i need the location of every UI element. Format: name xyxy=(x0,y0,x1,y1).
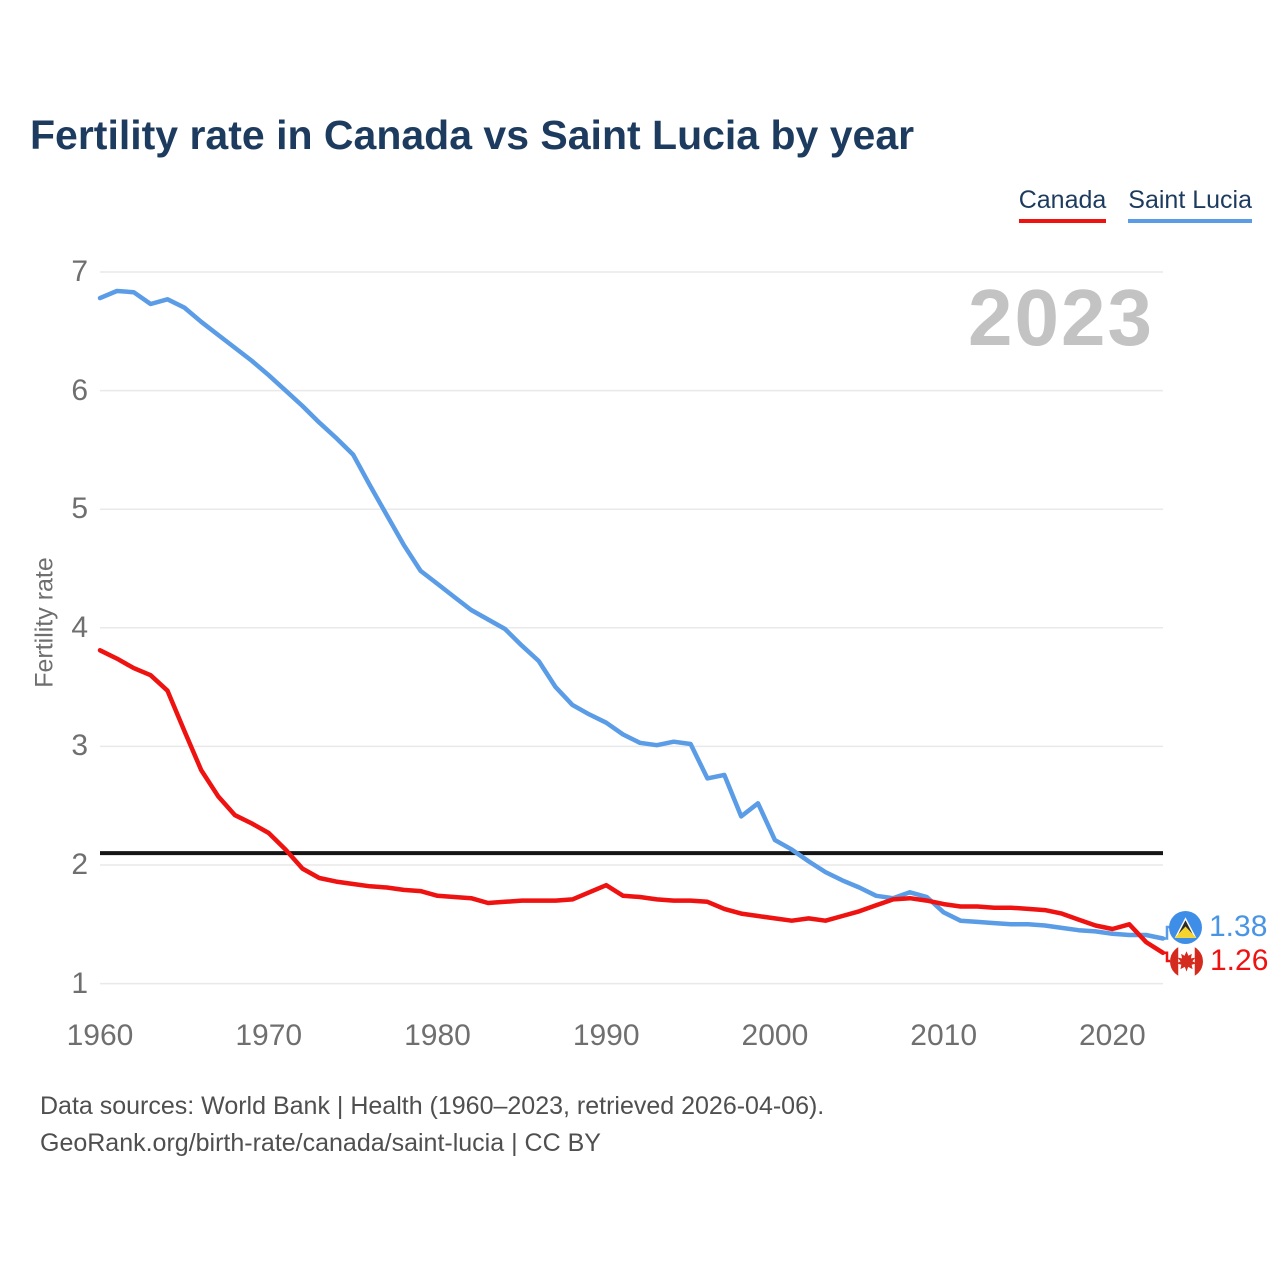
footer-sources-line: Data sources: World Bank | Health (1960–… xyxy=(40,1092,825,1120)
y-tick-label: 5 xyxy=(71,492,88,526)
footer-attribution-line: GeoRank.org/birth-rate/canada/saint-luci… xyxy=(40,1129,601,1157)
y-tick-label: 7 xyxy=(71,255,88,288)
y-tick-label: 1 xyxy=(71,966,88,1000)
footer: Data sources: World Bank | Health (1960–… xyxy=(40,1088,1140,1162)
legend: Canada Saint Lucia xyxy=(1018,186,1252,223)
saint-lucia-flag-icon xyxy=(1169,910,1202,944)
end-label-saint-lucia: 1.38 xyxy=(1169,910,1267,944)
x-tick-label: 1970 xyxy=(235,1019,303,1052)
year-watermark: 2023 xyxy=(968,273,1154,362)
page-title: Fertility rate in Canada vs Saint Lucia … xyxy=(30,112,915,158)
legend-item-canada[interactable]: Canada xyxy=(1018,186,1107,223)
x-tick-label: 2010 xyxy=(910,1019,978,1052)
x-tick-label: 2020 xyxy=(1079,1019,1146,1052)
saint-lucia-end-value: 1.38 xyxy=(1209,910,1268,943)
saint-lucia-line xyxy=(97,288,1166,941)
end-label-canada: 1.26 xyxy=(1170,944,1268,978)
y-tick-label: 3 xyxy=(71,729,88,763)
y-tick-label: 6 xyxy=(71,373,88,407)
x-tick-label: 1980 xyxy=(404,1019,471,1052)
canada-connector xyxy=(1163,951,1171,963)
canada-line xyxy=(97,648,1166,956)
canada-end-value: 1.26 xyxy=(1210,944,1269,977)
y-tick-label: 4 xyxy=(71,610,88,644)
canada-flag-icon xyxy=(1170,944,1203,978)
legend-item-saint-lucia[interactable]: Saint Lucia xyxy=(1128,186,1252,223)
y-tick-label: 2 xyxy=(71,848,88,881)
x-tick-label: 1960 xyxy=(66,1019,134,1052)
x-tick-label: 2000 xyxy=(741,1019,809,1052)
x-tick-label: 1990 xyxy=(572,1019,640,1052)
